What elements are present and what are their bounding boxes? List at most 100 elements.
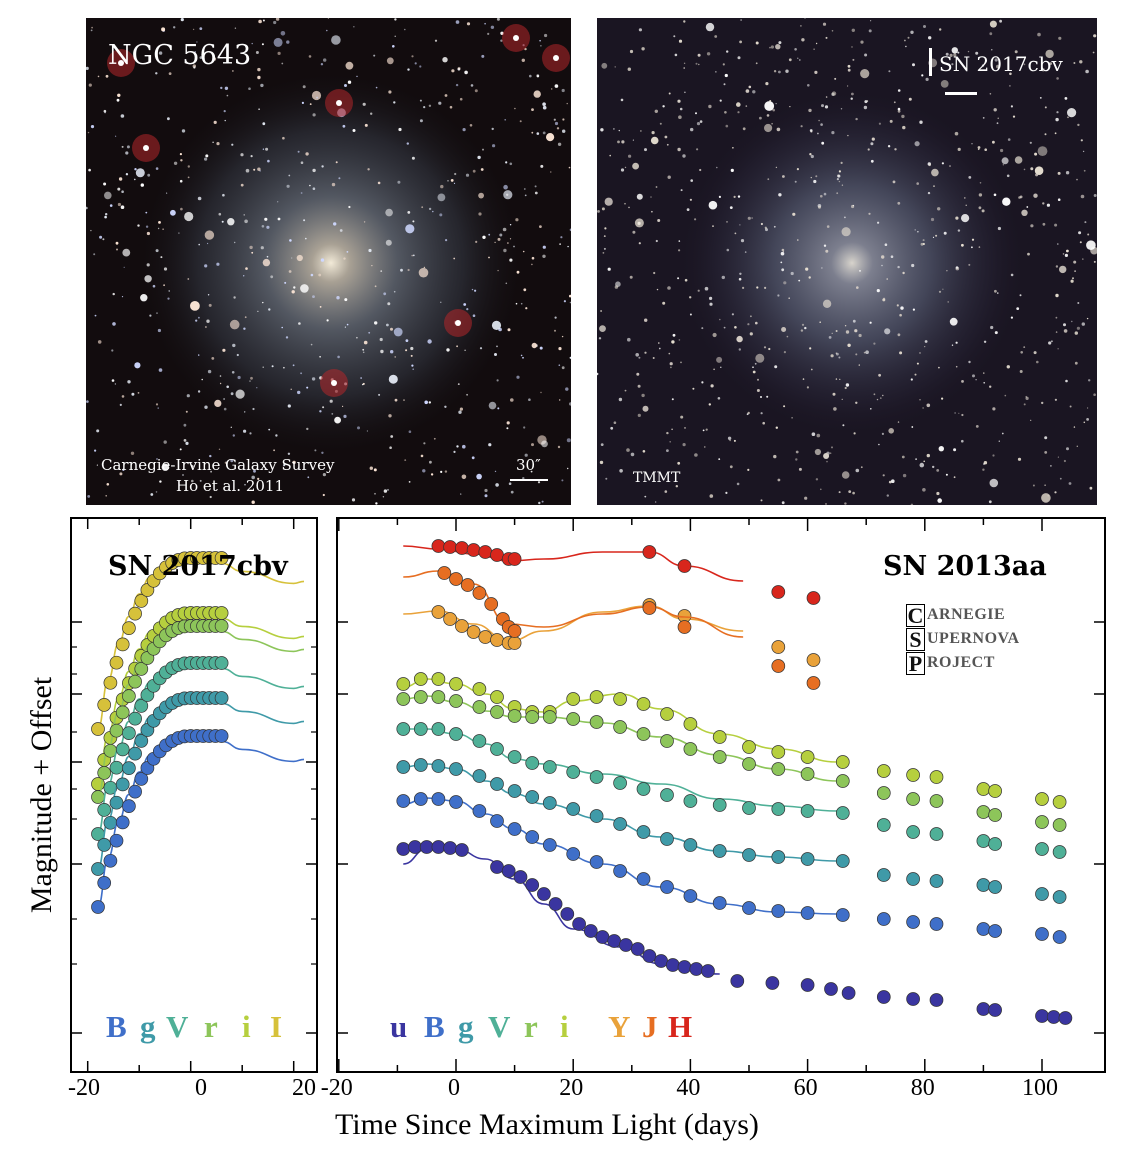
star bbox=[1035, 173, 1039, 177]
star bbox=[1026, 206, 1029, 208]
star bbox=[569, 356, 571, 359]
star bbox=[542, 245, 546, 249]
star bbox=[244, 219, 248, 224]
star bbox=[184, 211, 194, 222]
star bbox=[453, 182, 456, 184]
star bbox=[331, 35, 341, 45]
galaxy-left-svg bbox=[86, 18, 571, 505]
star bbox=[1004, 394, 1007, 397]
data-point-V bbox=[128, 711, 142, 726]
star bbox=[121, 190, 124, 193]
star bbox=[385, 239, 392, 246]
star bbox=[984, 148, 987, 151]
star bbox=[919, 399, 921, 401]
star bbox=[848, 490, 852, 493]
star bbox=[600, 310, 602, 312]
star bbox=[462, 444, 466, 449]
star bbox=[772, 108, 775, 112]
star bbox=[509, 238, 512, 240]
data-point-r bbox=[115, 705, 130, 720]
star bbox=[375, 502, 378, 505]
star bbox=[815, 175, 818, 178]
star bbox=[523, 188, 526, 190]
star bbox=[919, 352, 921, 354]
star bbox=[185, 410, 188, 413]
red-star-core bbox=[513, 35, 519, 41]
star bbox=[935, 234, 938, 237]
star bbox=[293, 286, 296, 289]
star bbox=[923, 25, 926, 28]
star bbox=[569, 402, 571, 406]
star bbox=[636, 372, 640, 376]
star bbox=[993, 193, 997, 197]
star-field bbox=[86, 18, 571, 505]
star bbox=[957, 51, 960, 54]
star bbox=[281, 62, 284, 65]
star bbox=[816, 433, 821, 438]
star bbox=[607, 267, 611, 271]
star bbox=[842, 424, 845, 427]
star bbox=[223, 398, 226, 400]
star bbox=[542, 102, 546, 106]
star bbox=[127, 380, 131, 384]
data-point-B bbox=[91, 900, 105, 914]
star bbox=[600, 443, 604, 446]
star bbox=[994, 289, 997, 293]
star bbox=[609, 154, 611, 157]
star bbox=[344, 326, 346, 328]
star bbox=[697, 53, 701, 57]
star bbox=[834, 77, 837, 80]
star bbox=[137, 224, 140, 227]
star bbox=[910, 503, 914, 505]
star bbox=[348, 205, 351, 209]
data-point-B bbox=[742, 901, 756, 915]
star bbox=[331, 182, 336, 187]
data-point-J bbox=[472, 586, 487, 600]
data-point-B bbox=[507, 822, 522, 836]
star bbox=[764, 101, 775, 111]
star bbox=[684, 427, 686, 429]
star bbox=[198, 243, 200, 246]
star bbox=[406, 142, 409, 145]
star bbox=[882, 298, 886, 302]
star bbox=[311, 90, 322, 101]
star bbox=[757, 378, 759, 381]
data-point-r bbox=[976, 805, 991, 819]
data-point-r bbox=[449, 694, 463, 708]
star bbox=[1039, 97, 1042, 99]
data-point-g bbox=[1052, 890, 1067, 904]
star bbox=[224, 86, 229, 91]
data-point-J bbox=[484, 597, 499, 611]
star bbox=[901, 114, 905, 119]
star bbox=[759, 116, 762, 120]
star bbox=[797, 239, 799, 241]
filter-label-Y: Y bbox=[608, 1009, 631, 1044]
star bbox=[902, 271, 905, 275]
data-point-H bbox=[455, 541, 469, 555]
star bbox=[876, 398, 879, 401]
star bbox=[513, 245, 515, 248]
star bbox=[951, 63, 954, 66]
star bbox=[488, 443, 492, 447]
star bbox=[296, 254, 303, 262]
data-point-u bbox=[431, 840, 446, 854]
data-point-B bbox=[97, 876, 112, 890]
filter-label-H: H bbox=[668, 1009, 693, 1044]
star bbox=[300, 284, 309, 293]
data-point-J bbox=[642, 601, 657, 615]
star bbox=[724, 111, 727, 114]
star bbox=[135, 168, 145, 178]
star bbox=[90, 125, 95, 129]
star bbox=[954, 131, 959, 136]
star bbox=[300, 372, 302, 375]
star bbox=[567, 245, 569, 248]
data-point-H bbox=[642, 545, 657, 559]
data-point-V bbox=[525, 756, 540, 770]
star bbox=[363, 340, 368, 345]
star bbox=[126, 145, 130, 149]
star bbox=[287, 404, 291, 408]
star bbox=[982, 468, 985, 471]
star bbox=[835, 352, 838, 355]
star bbox=[503, 248, 507, 253]
star bbox=[777, 294, 780, 297]
